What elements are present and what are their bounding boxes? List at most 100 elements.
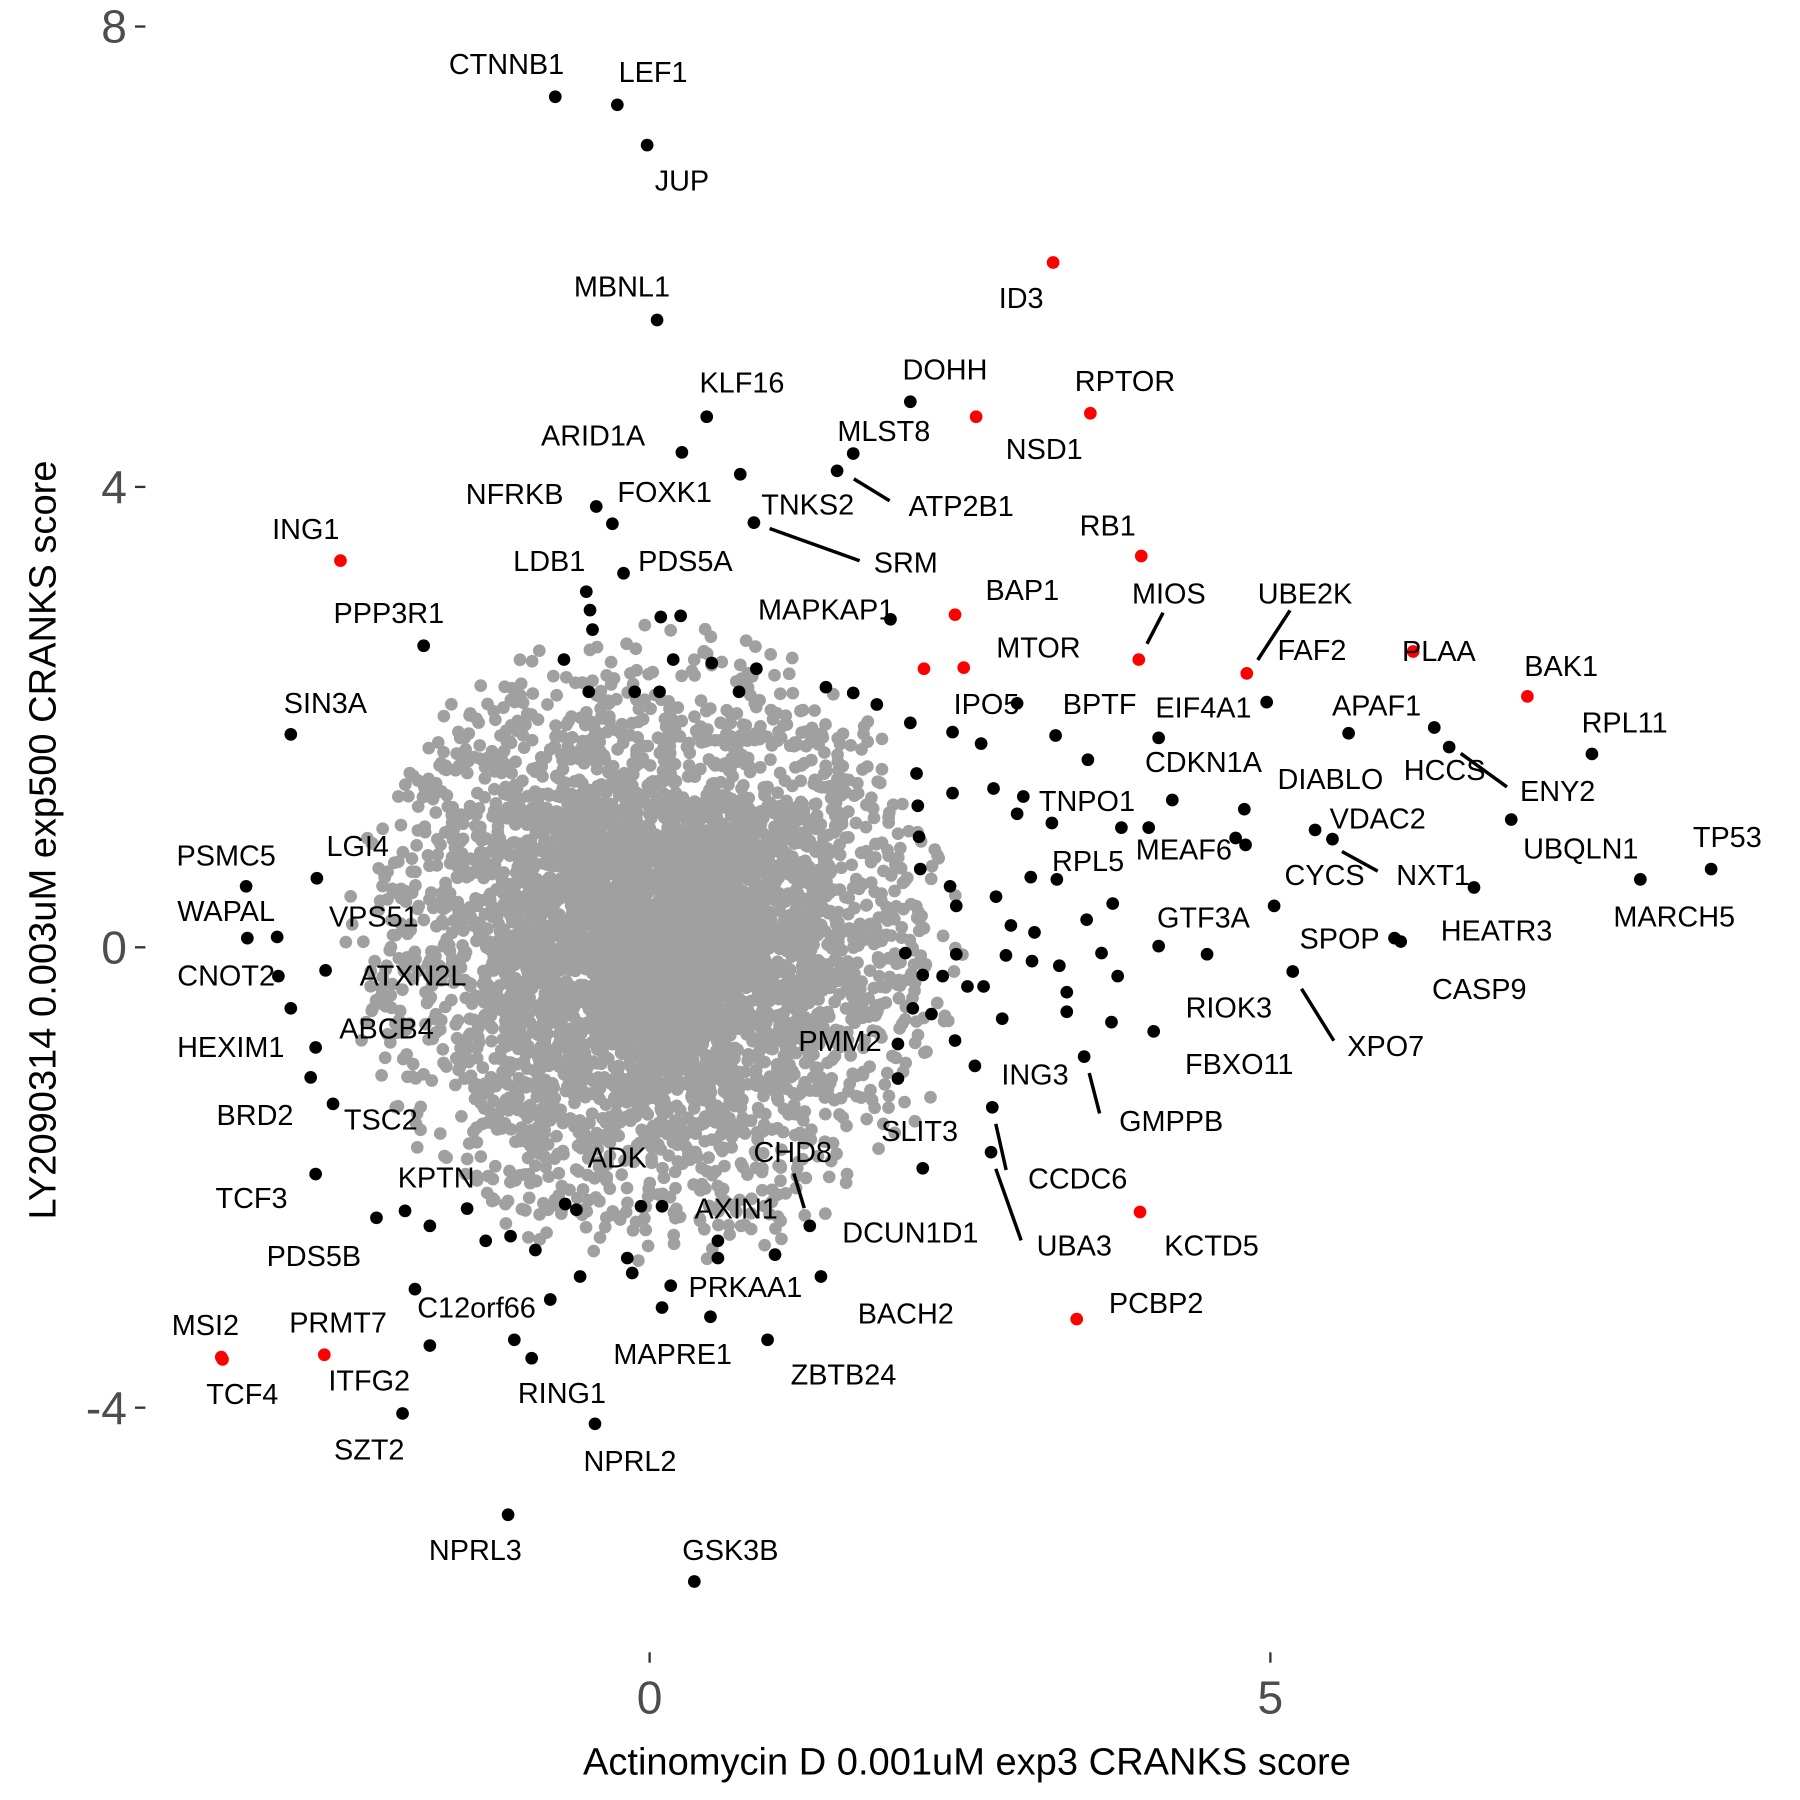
background-point <box>835 861 848 875</box>
background-point <box>704 702 717 715</box>
background-point <box>498 680 512 694</box>
background-point <box>499 1197 512 1211</box>
data-point-rptor <box>1084 406 1097 420</box>
background-point <box>757 950 771 963</box>
background-point <box>776 1069 790 1083</box>
data-point-eny2 <box>1442 740 1456 754</box>
background-point <box>749 640 762 653</box>
background-point <box>839 785 853 799</box>
background-point <box>895 920 909 934</box>
background-point <box>554 1036 568 1050</box>
background-point <box>689 724 703 738</box>
background-point <box>653 999 666 1013</box>
background-point <box>739 719 753 732</box>
background-point <box>763 994 776 1008</box>
background-point <box>422 741 436 755</box>
background-point <box>569 1075 583 1089</box>
background-point <box>671 701 685 714</box>
background-point <box>761 1031 775 1044</box>
data-point <box>620 1251 634 1265</box>
background-point <box>780 1050 794 1064</box>
background-point <box>451 871 464 885</box>
background-point <box>458 973 472 987</box>
background-point <box>430 899 444 913</box>
background-point <box>778 774 792 788</box>
background-point <box>540 1054 554 1068</box>
data-point <box>910 767 923 780</box>
data-point <box>1080 913 1093 927</box>
background-point <box>417 913 431 927</box>
background-point <box>695 901 708 915</box>
background-point <box>819 718 832 731</box>
background-point <box>623 1028 637 1042</box>
background-point <box>803 1084 817 1097</box>
background-point <box>441 800 455 813</box>
background-point <box>488 867 501 880</box>
background-point <box>478 771 492 785</box>
background-point <box>463 707 477 720</box>
background-point <box>775 1143 788 1157</box>
background-point <box>802 896 816 910</box>
data-point <box>903 716 917 730</box>
data-point <box>948 1034 962 1047</box>
background-point <box>687 653 701 667</box>
background-point <box>662 908 676 922</box>
background-point <box>436 1042 450 1056</box>
background-point <box>705 1019 719 1032</box>
background-point <box>712 1205 725 1218</box>
background-point <box>545 1090 559 1104</box>
background-point <box>547 1080 561 1094</box>
background-point <box>519 1204 532 1217</box>
leader-line <box>1300 987 1336 1042</box>
background-point <box>445 697 458 711</box>
data-point <box>573 1270 587 1283</box>
data-point <box>995 1012 1009 1026</box>
background-point <box>675 1047 689 1061</box>
background-point <box>741 1168 754 1181</box>
background-point <box>798 1208 812 1222</box>
background-point <box>817 851 831 864</box>
background-point <box>624 1108 637 1121</box>
background-point <box>700 1252 714 1266</box>
background-point <box>394 917 408 930</box>
background-point <box>433 1023 447 1036</box>
background-point <box>587 1244 601 1258</box>
data-point <box>653 685 666 699</box>
background-point <box>635 1053 649 1067</box>
background-point <box>866 802 880 815</box>
background-point <box>512 902 526 916</box>
background-point <box>504 1175 517 1189</box>
background-point <box>702 946 715 960</box>
background-point <box>554 1103 567 1117</box>
background-point <box>399 895 413 909</box>
background-point <box>704 967 718 981</box>
background-point <box>539 958 553 971</box>
background-point <box>636 712 650 726</box>
background-point <box>644 702 657 716</box>
background-point <box>613 838 627 852</box>
background-point <box>947 965 961 978</box>
background-point <box>775 1232 788 1246</box>
background-point <box>608 1208 622 1222</box>
background-point <box>788 1028 801 1042</box>
background-point <box>400 1048 413 1061</box>
background-point <box>454 835 467 848</box>
background-point <box>589 1076 603 1090</box>
background-point <box>595 916 608 930</box>
background-point <box>633 1074 647 1087</box>
background-point <box>533 1233 547 1246</box>
data-point-mios <box>1132 653 1146 666</box>
background-point <box>799 739 813 753</box>
background-point <box>909 1015 923 1028</box>
background-point <box>875 1031 888 1044</box>
background-point <box>495 766 508 780</box>
background-point <box>650 846 664 860</box>
data-point-atp2b1 <box>830 464 844 478</box>
background-point <box>745 1008 758 1022</box>
background-point <box>924 1090 937 1104</box>
background-point <box>447 976 461 989</box>
background-point <box>881 843 894 857</box>
background-point <box>827 883 841 897</box>
background-point <box>714 716 727 730</box>
background-point <box>549 769 563 783</box>
